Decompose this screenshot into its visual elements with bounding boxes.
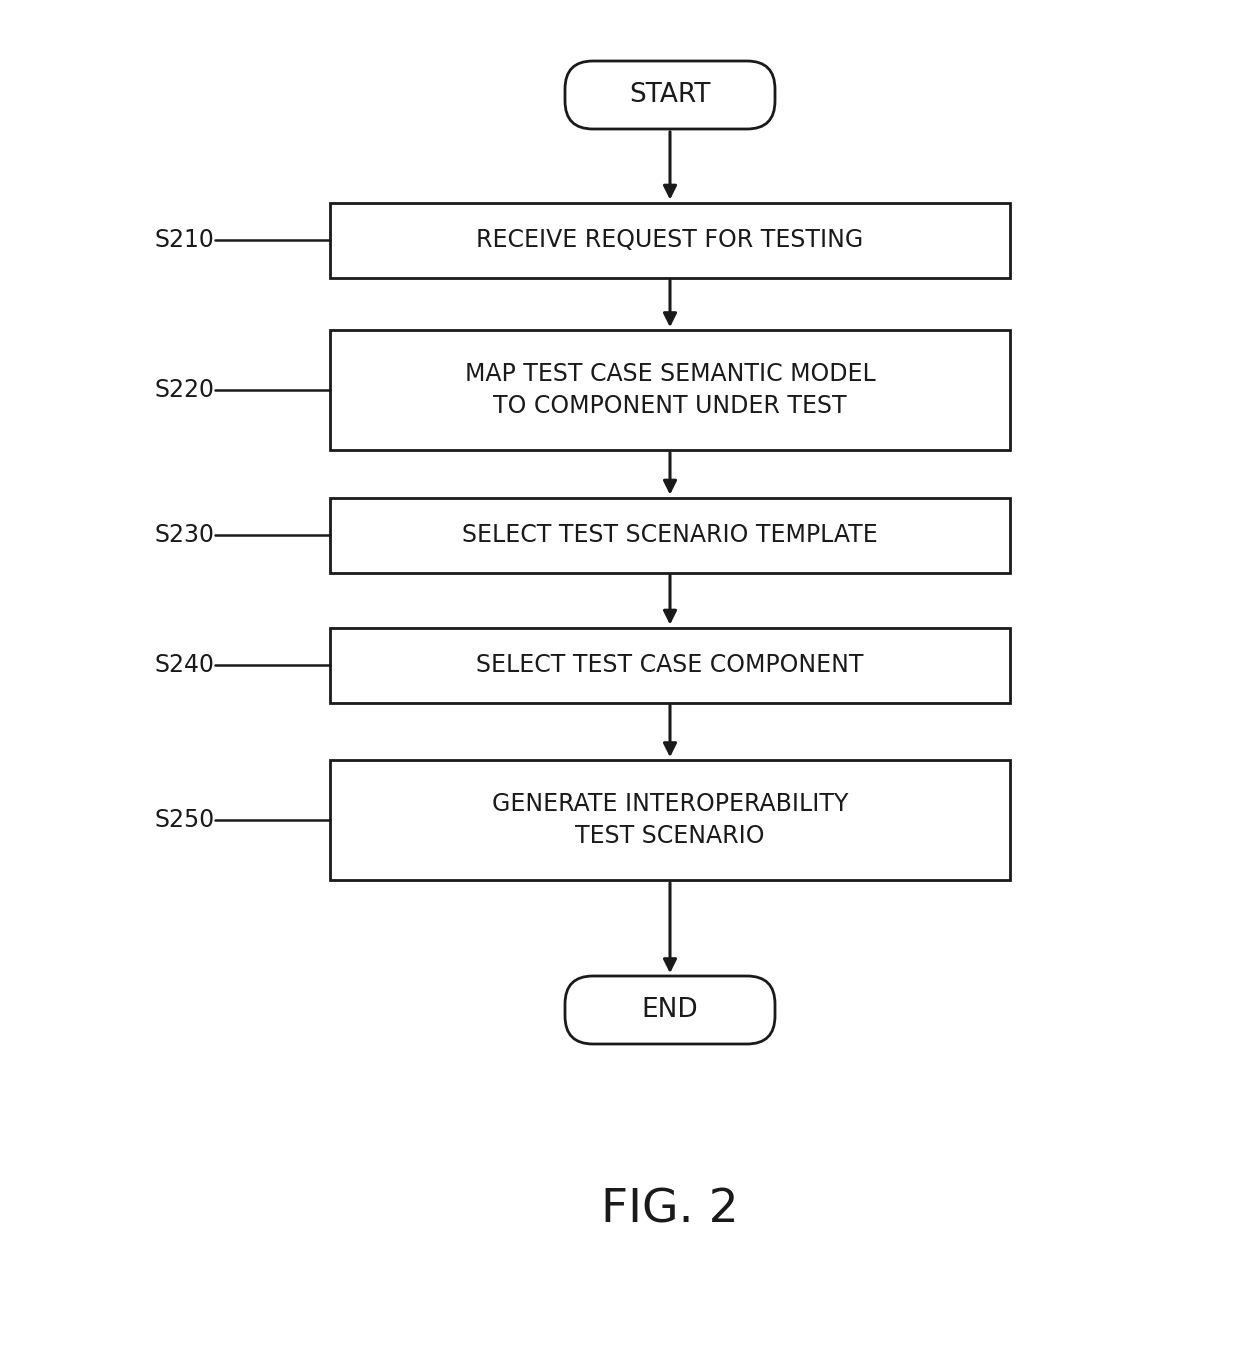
Text: S230: S230 [155,523,215,547]
Bar [330,202,1011,277]
Text: S210: S210 [155,228,215,253]
Text: MAP TEST CASE SEMANTIC MODEL
TO COMPONENT UNDER TEST: MAP TEST CASE SEMANTIC MODEL TO COMPONEN… [465,362,875,418]
Bar [330,330,1011,450]
Text: SELECT TEST CASE COMPONENT: SELECT TEST CASE COMPONENT [476,652,864,677]
FancyBboxPatch shape [565,976,775,1044]
Text: GENERATE INTEROPERABILITY
TEST SCENARIO: GENERATE INTEROPERABILITY TEST SCENARIO [492,792,848,848]
Text: END: END [641,996,698,1022]
Bar [330,497,1011,572]
Text: S250: S250 [155,808,216,833]
Bar [330,760,1011,880]
Text: FIG. 2: FIG. 2 [601,1188,739,1233]
Text: S240: S240 [155,652,215,677]
Text: START: START [629,82,711,108]
Text: RECEIVE REQUEST FOR TESTING: RECEIVE REQUEST FOR TESTING [476,228,863,253]
Bar [330,628,1011,703]
FancyBboxPatch shape [565,61,775,130]
Text: SELECT TEST SCENARIO TEMPLATE: SELECT TEST SCENARIO TEMPLATE [463,523,878,547]
Text: S220: S220 [155,378,215,403]
